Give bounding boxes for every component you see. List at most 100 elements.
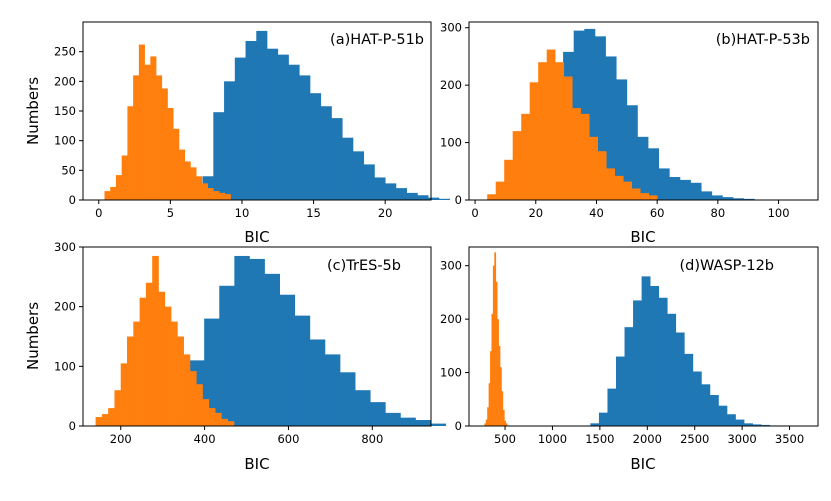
panel-c-orange-bar bbox=[177, 336, 184, 426]
panel-d-ytick-label: 0 bbox=[455, 419, 462, 433]
panel-c-orange-bar bbox=[152, 255, 159, 426]
panel-d-blue-bar bbox=[641, 276, 651, 426]
panel-a-orange-bar bbox=[178, 149, 186, 200]
panel-d-blue-bar bbox=[718, 405, 728, 426]
panel-a-blue-bar bbox=[213, 112, 225, 200]
panel-a-blue-bar bbox=[374, 177, 386, 200]
panel-a-orange-bar bbox=[115, 175, 123, 200]
panel-c-blue-bar bbox=[385, 412, 401, 426]
panel-b-ytick-label: 200 bbox=[440, 78, 462, 92]
panel-d-ytick-label: 300 bbox=[440, 259, 462, 273]
panel-c-xtick-label: 400 bbox=[194, 432, 216, 446]
panel-b-orange-bar bbox=[597, 151, 607, 200]
panel-d-frame bbox=[468, 246, 819, 427]
panel-b-blue-bar bbox=[701, 191, 713, 200]
panel-d: 500 1000 1500 2000 2500 3000 3500 0 100 200 300 (d… bbox=[440, 246, 819, 473]
panel-d-title: (d)WASP-12b bbox=[680, 258, 775, 274]
panel-c-blue-bar bbox=[249, 258, 265, 426]
panel-c-blue-bar bbox=[355, 390, 371, 426]
panel-b-orange-bar bbox=[640, 193, 650, 200]
panel-b-orange-bar bbox=[623, 181, 633, 200]
panel-b-orange-bar bbox=[529, 82, 539, 200]
panel-a-orange-bar bbox=[219, 192, 226, 200]
panel-a-ytick-label: 100 bbox=[54, 134, 76, 148]
panel-c-blue-bar bbox=[340, 372, 356, 426]
panel-a-ytick-label: 0 bbox=[69, 193, 76, 207]
panel-b-blue-bar bbox=[637, 136, 649, 200]
panel-a-orange-bar bbox=[207, 188, 214, 200]
panel-d-orange-bar bbox=[502, 409, 505, 426]
panel-a-orange-bar bbox=[196, 176, 203, 200]
panel-b-orange-bar bbox=[589, 136, 599, 200]
panel-c-xtick-label: 600 bbox=[277, 432, 299, 446]
panel-a-ytick-label: 200 bbox=[54, 74, 76, 88]
panel-c-bars bbox=[95, 255, 447, 426]
panel-d-axes: 500 1000 1500 2000 2500 3000 3500 0 100 200 300 bbox=[440, 259, 804, 446]
panel-b-ytick-label: 100 bbox=[440, 136, 462, 150]
panel-b-orange-bar bbox=[555, 62, 565, 200]
panel-a-blue-bar bbox=[363, 164, 375, 200]
panel-c-blue-bar bbox=[324, 354, 341, 426]
panel-d-orange-bar bbox=[490, 351, 492, 426]
panel-a-blue-bar bbox=[428, 197, 440, 200]
panel-d-blue-bar bbox=[692, 371, 702, 426]
panel-a-xtick-label: 20 bbox=[378, 206, 393, 220]
panel-a-orange-bar bbox=[213, 191, 220, 200]
panel-a-blue-bar bbox=[331, 118, 343, 200]
panel-d-orange-bar bbox=[494, 252, 497, 426]
panel-a-blue-bar bbox=[288, 64, 300, 200]
panel-c-orange-bar bbox=[164, 306, 172, 426]
panel-c-axes: 200 400 600 800 0 100 200 300 bbox=[54, 240, 383, 446]
panel-d-blue-bar bbox=[624, 327, 634, 426]
panel-a-xlabel: BIC bbox=[244, 228, 269, 246]
panel-a-xtick-label: 10 bbox=[235, 206, 250, 220]
panel-d-blue-bar bbox=[744, 423, 753, 426]
panel-d-orange-bar bbox=[485, 419, 488, 426]
panel-b-orange-bar bbox=[538, 62, 548, 200]
panel-c-orange-bar bbox=[139, 297, 147, 426]
panel-a-orange-bar bbox=[156, 75, 163, 200]
panel-c-blue-bar bbox=[400, 417, 416, 426]
panel-d-xtick-label: 2000 bbox=[633, 432, 662, 446]
panel-a-orange-bar bbox=[110, 186, 117, 200]
panel-d-xtick-label: 500 bbox=[494, 432, 516, 446]
panel-c-blue-bar bbox=[279, 294, 296, 426]
panel-c-blue-bar bbox=[234, 255, 250, 426]
panel-c-ytick-label: 100 bbox=[54, 359, 76, 373]
panel-a-blue-bar bbox=[320, 106, 332, 200]
panel-a-orange-bar bbox=[127, 106, 134, 200]
panel-a-blue-bar bbox=[342, 137, 354, 200]
panel-b-blue-bar bbox=[733, 198, 744, 200]
panel-b-xtick-label: 20 bbox=[528, 206, 543, 220]
panel-a-orange-bar bbox=[144, 64, 151, 200]
panel-a-xtick-label: 5 bbox=[167, 206, 174, 220]
panel-c-blue-bar bbox=[415, 420, 431, 426]
panel-d-blue-bar bbox=[667, 313, 677, 426]
panel-d-ytick-label: 100 bbox=[440, 366, 462, 380]
panel-d-orange-bar bbox=[487, 407, 489, 426]
panel-a-blue-bar bbox=[245, 40, 257, 200]
panel-a-blue-bar bbox=[277, 54, 289, 200]
panel-d-orange-bar bbox=[492, 265, 495, 426]
panel-a-orange-bar bbox=[224, 194, 231, 200]
panel-d-blue-bar bbox=[598, 412, 608, 426]
panel-d-xtick-label: 3500 bbox=[775, 432, 804, 446]
panel-b-blue-bar bbox=[584, 28, 596, 200]
panel-a-ylabel: Numbers bbox=[24, 77, 42, 145]
panel-c-orange-bar bbox=[95, 417, 103, 426]
panel-a-ytick-label: 150 bbox=[54, 104, 76, 118]
panel-d-orange-bar bbox=[505, 423, 508, 426]
panel-b-orange-bar bbox=[546, 49, 556, 201]
panel-b-orange-bar bbox=[614, 175, 624, 200]
panel-a-blue-bar bbox=[224, 81, 236, 200]
panel-d-xtick-label: 1500 bbox=[585, 432, 614, 446]
panel-d-blue-bar bbox=[658, 297, 668, 426]
panel-b-blue-bar bbox=[594, 36, 606, 200]
panel-a-blue-bar bbox=[417, 195, 429, 200]
panel-b-orange-bar bbox=[563, 76, 573, 200]
panel-d-blue-bar bbox=[752, 424, 762, 426]
panel-a-blue-bar bbox=[256, 30, 268, 201]
panel-b-orange-bar bbox=[648, 195, 658, 200]
panel-b-orange-bar bbox=[572, 108, 582, 200]
